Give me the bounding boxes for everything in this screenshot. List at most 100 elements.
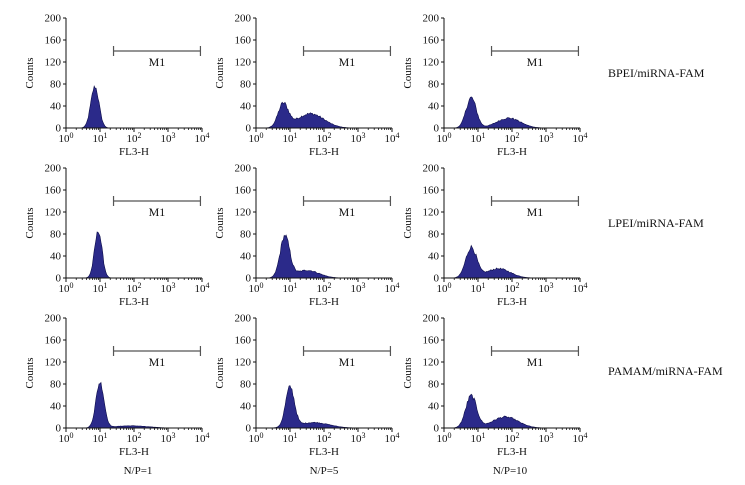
x-tick-label: 101: [471, 431, 486, 445]
histogram-area: [444, 96, 580, 129]
y-tick-label: 40: [428, 101, 440, 113]
histogram-panel: 0 40 80 120 160 200 100 101 102 103 104 FL3-H Counts…: [214, 163, 400, 309]
x-tick-label: 101: [471, 281, 486, 295]
y-tick-label: 80: [428, 229, 440, 241]
y-axis-label: Counts: [24, 57, 36, 88]
y-tick-label: 200: [45, 313, 62, 325]
histogram-panel: 0 40 80 120 160 200 100 101 102 103 104 FL3-H Counts…: [24, 13, 210, 159]
x-tick-label: 103: [539, 281, 554, 295]
y-tick-label: 0: [246, 273, 252, 285]
x-tick-label: 101: [283, 431, 298, 445]
x-tick-label: 101: [471, 131, 486, 145]
y-tick-label: 160: [45, 335, 62, 347]
col-label-np1: N/P=1: [123, 465, 153, 477]
x-tick-label: 102: [317, 431, 332, 445]
y-tick-label: 80: [50, 379, 62, 391]
y-tick-label: 80: [50, 79, 62, 91]
y-tick-label: 80: [240, 229, 252, 241]
gate-label: M1: [149, 55, 166, 69]
y-tick-label: 120: [45, 57, 62, 69]
y-tick-label: 120: [423, 57, 440, 69]
x-tick-label: 104: [195, 431, 210, 445]
y-tick-label: 160: [423, 35, 440, 47]
y-tick-label: 200: [423, 163, 440, 175]
y-axis-label: Counts: [24, 207, 36, 238]
histogram-area: [255, 385, 392, 429]
y-tick-label: 80: [50, 229, 62, 241]
y-tick-label: 40: [428, 401, 440, 413]
y-tick-label: 200: [235, 313, 252, 325]
x-tick-label: 102: [127, 131, 142, 145]
y-tick-label: 40: [240, 251, 252, 263]
y-axis-label: Counts: [402, 207, 414, 238]
x-tick-label: 102: [505, 131, 520, 145]
gate-label: M1: [527, 355, 544, 369]
y-tick-label: 0: [56, 423, 62, 435]
y-axis-label: Counts: [402, 57, 414, 88]
y-tick-label: 160: [45, 35, 62, 47]
histogram-panel: 0 40 80 120 160 200 100 101 102 103 104 FL3-H Counts…: [24, 313, 210, 459]
row-label-pamam: PAMAM/miRNA-FAM: [608, 364, 723, 378]
histogram-panel: 0 40 80 120 160 200 100 101 102 103 104 FL3-H Counts…: [402, 313, 588, 459]
gate-label: M1: [339, 55, 356, 69]
x-axis-label: FL3-H: [309, 296, 339, 308]
col-label-np10: N/P=10: [492, 465, 528, 477]
x-tick-label: 101: [283, 281, 298, 295]
x-tick-label: 104: [573, 131, 588, 145]
x-tick-label: 102: [317, 281, 332, 295]
x-tick-label: 103: [161, 431, 176, 445]
x-tick-label: 100: [249, 281, 264, 295]
x-axis-label: FL3-H: [497, 296, 527, 308]
y-tick-label: 120: [235, 357, 252, 369]
y-tick-label: 40: [50, 101, 62, 113]
x-axis-label: FL3-H: [497, 446, 527, 458]
x-tick-label: 102: [127, 281, 142, 295]
x-tick-label: 104: [385, 431, 400, 445]
histogram-area: [66, 381, 202, 429]
histogram-area: [66, 231, 202, 279]
histogram-area: [66, 85, 202, 129]
x-tick-label: 104: [385, 281, 400, 295]
y-tick-label: 0: [434, 423, 440, 435]
x-tick-label: 100: [59, 131, 74, 145]
y-tick-label: 200: [45, 13, 62, 25]
row-label-lpei: LPEI/miRNA-FAM: [608, 216, 704, 230]
histogram-panel: 0 40 80 120 160 200 100 101 102 103 104 FL3-H Counts…: [214, 313, 400, 459]
x-tick-label: 100: [437, 281, 452, 295]
y-tick-label: 120: [45, 207, 62, 219]
y-axis-label: Counts: [402, 357, 414, 388]
row-label-bpei: BPEI/miRNA-FAM: [608, 66, 705, 80]
x-tick-label: 100: [59, 431, 74, 445]
y-tick-label: 200: [423, 13, 440, 25]
y-tick-label: 0: [56, 273, 62, 285]
x-axis-label: FL3-H: [309, 446, 339, 458]
x-tick-label: 103: [161, 281, 176, 295]
y-tick-label: 200: [235, 13, 252, 25]
gate-label: M1: [149, 205, 166, 219]
y-tick-label: 40: [50, 251, 62, 263]
y-axis-label: Counts: [24, 357, 36, 388]
x-tick-label: 103: [161, 131, 176, 145]
gate-label: M1: [339, 355, 356, 369]
histogram-area: [256, 234, 392, 279]
x-tick-label: 104: [195, 131, 210, 145]
x-tick-label: 103: [539, 431, 554, 445]
histogram-panel: 0 40 80 120 160 200 100 101 102 103 104 FL3-H Counts…: [24, 163, 210, 309]
col-label-np5: N/P=5: [309, 465, 339, 477]
y-tick-label: 0: [434, 273, 440, 285]
x-axis-label: FL3-H: [119, 446, 149, 458]
histogram-panel: 0 40 80 120 160 200 100 101 102 103 104 FL3-H Counts…: [402, 13, 588, 159]
y-axis-label: Counts: [214, 207, 226, 238]
x-tick-label: 101: [93, 281, 108, 295]
histogram-panel: 0 40 80 120 160 200 100 101 102 103 104 FL3-H Counts…: [402, 163, 588, 309]
x-tick-label: 102: [505, 281, 520, 295]
y-tick-label: 160: [235, 185, 252, 197]
y-tick-label: 160: [45, 185, 62, 197]
x-tick-label: 101: [93, 431, 108, 445]
y-tick-label: 80: [240, 79, 252, 91]
y-tick-label: 160: [423, 335, 440, 347]
x-tick-label: 102: [127, 431, 142, 445]
x-tick-label: 100: [249, 431, 264, 445]
y-tick-label: 40: [428, 251, 440, 263]
